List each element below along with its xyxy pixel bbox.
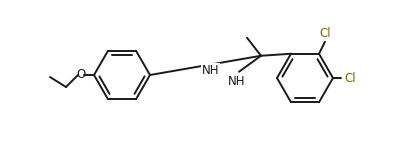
Text: NH: NH [202, 64, 219, 77]
Text: NH: NH [228, 75, 246, 88]
Text: Cl: Cl [319, 27, 331, 40]
Text: O: O [76, 69, 86, 81]
Text: Cl: Cl [344, 72, 356, 84]
